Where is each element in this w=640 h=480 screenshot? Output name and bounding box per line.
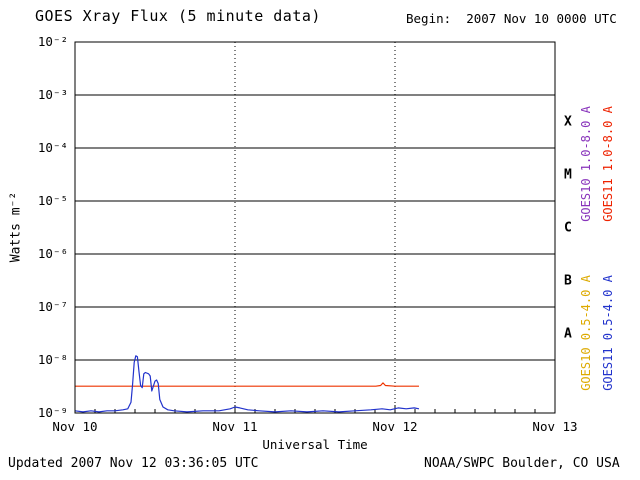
- flare-class-label: M: [564, 167, 572, 182]
- y-tick-label: 10⁻⁵: [37, 193, 68, 208]
- source-credit: NOAA/SWPC Boulder, CO USA: [424, 456, 620, 471]
- x-tick-label: Nov 12: [372, 419, 418, 434]
- chart-title: GOES Xray Flux (5 minute data): [35, 7, 321, 25]
- flare-class-label: A: [564, 326, 572, 341]
- y-tick-label: 10⁻⁹: [37, 405, 68, 420]
- begin-timestamp: Begin: 2007 Nov 10 0000 UTC: [406, 11, 617, 26]
- flare-class-label: C: [564, 220, 572, 235]
- y-tick-label: 10⁻⁶: [37, 246, 68, 261]
- x-tick-label: Nov 10: [52, 419, 98, 434]
- x-axis-title: Universal Time: [262, 437, 368, 452]
- flare-class-label: X: [564, 114, 572, 129]
- legend-label-goes10-long: GOES10 1.0-8.0 A: [579, 106, 593, 222]
- series-goes11-0-5-4-0-a: [75, 355, 420, 413]
- plot-border: [74, 41, 556, 414]
- y-axis-title: Watts m⁻²: [8, 191, 24, 263]
- x-tick-label: Nov 13: [532, 419, 578, 434]
- y-tick-label: 10⁻²: [37, 34, 68, 49]
- legend-label-goes11-short: GOES11 0.5-4.0 A: [601, 275, 615, 391]
- updated-timestamp: Updated 2007 Nov 12 03:36:05 UTC: [8, 456, 259, 471]
- flare-class-label: B: [564, 273, 572, 288]
- legend-label-goes11-long: GOES11 1.0-8.0 A: [601, 106, 615, 222]
- y-tick-label: 10⁻⁸: [37, 352, 68, 367]
- y-tick-label: 10⁻⁴: [37, 140, 68, 155]
- y-tick-label: 10⁻⁷: [37, 299, 68, 314]
- series-goes11-1-0-8-0-a: [75, 382, 419, 387]
- legend-label-goes10-short: GOES10 0.5-4.0 A: [579, 275, 593, 391]
- y-tick-label: 10⁻³: [37, 87, 68, 102]
- x-tick-label: Nov 11: [212, 419, 258, 434]
